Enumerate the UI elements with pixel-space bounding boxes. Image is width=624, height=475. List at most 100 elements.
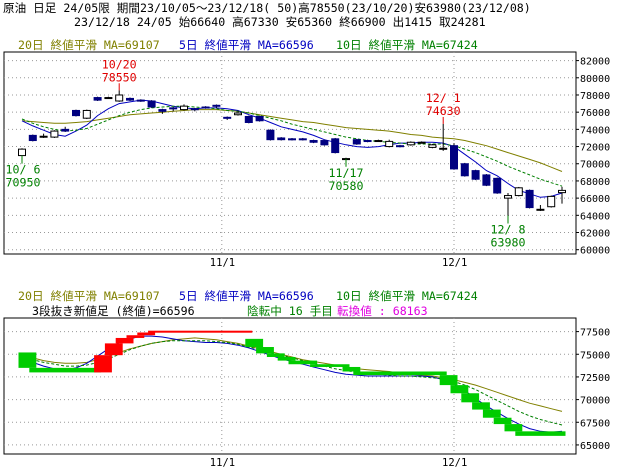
y-tick-label: 67500 xyxy=(580,418,610,429)
break-brick-down xyxy=(266,353,285,357)
break-brick-up xyxy=(148,330,253,333)
candle-body xyxy=(136,99,145,102)
break-brick-up xyxy=(104,343,123,356)
candle-body xyxy=(298,138,307,141)
candle-body xyxy=(255,115,264,122)
break-brick-up xyxy=(115,337,134,344)
break-brick-down xyxy=(18,352,37,368)
candle-body xyxy=(288,138,296,141)
candle-body xyxy=(331,138,340,154)
y-tick-label: 77500 xyxy=(580,328,610,339)
candle-body xyxy=(82,109,91,119)
y-tick-label: 82000 xyxy=(580,57,610,68)
candle-body xyxy=(428,144,437,148)
y-tick-label: 62000 xyxy=(580,229,610,240)
break-brick-down xyxy=(504,424,523,432)
x-tick-label: 12/1 xyxy=(442,457,467,469)
candle-body xyxy=(201,106,210,109)
candle-body xyxy=(309,140,318,143)
break-brick-down xyxy=(342,366,361,372)
y-tick-label: 72500 xyxy=(580,373,610,384)
candle-body xyxy=(158,109,167,112)
y-tick-label: 78000 xyxy=(580,91,610,102)
break-brick-up xyxy=(137,332,156,336)
y-tick-label: 76000 xyxy=(580,108,610,119)
x-tick-label: 12/1 xyxy=(442,257,467,269)
candle-body xyxy=(439,147,448,150)
candle-body xyxy=(514,187,523,197)
candle-body xyxy=(536,208,545,211)
header-line-1: 原油 日足 24/05限 期間23/10/05～23/12/18( 50)高78… xyxy=(3,1,531,15)
legend-ma20: 20日 終値平滑 MA=69107 xyxy=(18,289,160,303)
ma-line-ma20 xyxy=(21,337,563,412)
break-brick-down xyxy=(515,431,566,436)
ma-line-ma20 xyxy=(21,109,563,172)
y-tick-label: 65000 xyxy=(580,441,610,452)
break-chart-panel: 20日 終値平滑 MA=69107 5日 終値平滑 MA=66596 10日 終値平… xyxy=(3,289,610,469)
candle-body xyxy=(363,140,372,143)
annotation-date: 10/ 6 xyxy=(6,163,41,177)
ma-line-ma10 xyxy=(21,340,563,426)
candle-body xyxy=(504,195,512,199)
candle-body xyxy=(493,177,502,194)
candle-body xyxy=(147,100,156,108)
candle-body xyxy=(28,134,37,142)
break-brick-down xyxy=(439,375,458,386)
candle-body xyxy=(169,107,178,110)
candle-body xyxy=(482,174,491,186)
candle-body xyxy=(104,97,113,100)
candle-body xyxy=(234,112,242,116)
candle-body xyxy=(61,128,70,132)
break-brick-down xyxy=(472,402,490,410)
candle-body xyxy=(223,116,232,119)
y-tick-label: 70000 xyxy=(580,396,610,407)
annotation-value: 70950 xyxy=(6,176,41,190)
price-chart-panel: 20日 終値平滑 MA=69107 5日 終値平滑 MA=66596 10日 終値平… xyxy=(3,38,610,269)
candle-body xyxy=(39,135,48,138)
candle-body xyxy=(244,115,253,123)
candle-body xyxy=(525,189,534,209)
candle-body xyxy=(450,145,458,170)
candle-body xyxy=(18,148,26,157)
break-brick-down xyxy=(353,371,447,376)
subtitle-part-2: 転換値 : 68163 xyxy=(337,304,428,318)
candle-body xyxy=(50,130,59,138)
break-brick-down xyxy=(493,417,512,425)
legend-ma10: 10日 終値平滑 MA=67424 xyxy=(336,289,478,303)
candle-body xyxy=(212,104,221,107)
legend-ma10: 10日 終値平滑 MA=67424 xyxy=(336,38,478,52)
break-brick-down xyxy=(277,356,296,361)
candle-body xyxy=(320,140,329,146)
subtitle-part-0: 3段抜き新値足 (終値)=66596 xyxy=(32,304,195,318)
candle-body xyxy=(374,140,383,143)
annotation-value: 63980 xyxy=(491,235,526,249)
candle-body xyxy=(396,145,404,148)
y-tick-label: 64000 xyxy=(580,211,610,222)
candle-body xyxy=(277,137,286,141)
ma-line-ma5 xyxy=(21,335,563,433)
break-brick-down xyxy=(450,385,469,394)
break-brick-down xyxy=(310,364,350,367)
plot-frame xyxy=(3,51,577,255)
break-brick-down xyxy=(256,347,274,354)
x-tick-label: 11/1 xyxy=(210,257,235,269)
legend-ma20: 20日 終値平滑 MA=69107 xyxy=(18,38,160,52)
annotation-date: 11/17 xyxy=(329,166,364,180)
candle-body xyxy=(72,109,80,117)
annotation-value: 78550 xyxy=(102,70,137,84)
y-tick-label: 72000 xyxy=(580,143,610,154)
candle-body xyxy=(558,189,566,194)
ma-line-ma5 xyxy=(21,99,563,198)
annotation-date: 12/ 1 xyxy=(426,91,461,105)
candle-body xyxy=(352,139,361,145)
candle-body xyxy=(190,108,199,111)
annotation-value: 74630 xyxy=(426,104,461,118)
header-line-2: 23/12/18 24/05 始66640 高67330 安65360 終669… xyxy=(74,15,486,29)
y-tick-label: 75000 xyxy=(580,350,610,361)
candle-body xyxy=(547,195,556,208)
legend-ma5: 5日 終値平滑 MA=66596 xyxy=(179,289,314,303)
candle-body xyxy=(417,141,426,144)
candle-body xyxy=(266,129,275,141)
break-brick-down xyxy=(482,409,501,418)
candle-body xyxy=(115,94,124,102)
